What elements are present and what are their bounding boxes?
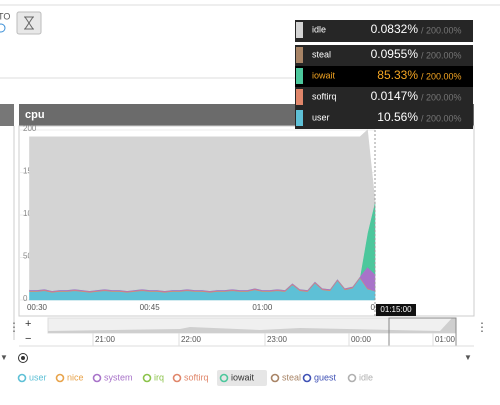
legend-label[interactable]: system	[104, 372, 133, 382]
dropdown[interactable]: ▼	[0, 353, 8, 362]
legend-marker[interactable]	[172, 373, 182, 383]
tooltip-max: / 200.00%	[421, 25, 462, 35]
tooltip-value: 0.0832%	[371, 22, 419, 36]
radio-outer[interactable]	[18, 353, 28, 363]
legend-label[interactable]: softirq	[184, 372, 209, 382]
legend-marker[interactable]	[55, 373, 65, 383]
tooltip-row	[295, 108, 473, 129]
tooltip-max: / 200.00%	[421, 50, 462, 60]
tooltip-name: iowait	[312, 70, 336, 80]
tooltip-row	[295, 20, 473, 42]
legend-marker[interactable]	[270, 373, 280, 383]
tooltip-name: idle	[312, 24, 326, 34]
zoom-in[interactable]: +	[25, 318, 31, 330]
navigator-label: 21:00	[95, 335, 116, 344]
tooltip: idle 0.0832%/ 200.00%steal 0.0955%/ 200.00…	[295, 20, 473, 129]
tooltip-gap	[295, 42, 473, 45]
legend-label[interactable]: guest	[314, 372, 337, 382]
tooltip-name: softirq	[312, 91, 337, 101]
tooltip-name: user	[312, 112, 330, 122]
tooltip-max: / 200.00%	[421, 113, 462, 123]
side-panel	[0, 104, 14, 126]
tooltip-name: steal	[312, 49, 331, 59]
legend-label[interactable]: iowait	[231, 372, 255, 382]
area	[29, 129, 376, 291]
tooltip-row	[295, 87, 473, 108]
x-tick-label: 01:00	[252, 303, 273, 312]
resize-handle[interactable]: ⋮	[476, 320, 488, 334]
y-tick-label: 50	[23, 252, 32, 261]
y-tick-label: 0	[23, 294, 28, 303]
cursor-label: 01:15:00	[380, 305, 412, 314]
legend-marker[interactable]	[347, 373, 357, 383]
hourglass-icon	[24, 16, 34, 30]
legend-marker[interactable]	[219, 373, 229, 383]
dropdown[interactable]: ▼	[464, 353, 472, 362]
swatch	[296, 89, 303, 105]
x-tick-label: 00:45	[140, 303, 161, 312]
y-tick-label: 200	[23, 124, 37, 133]
chart-title: cpu	[25, 109, 45, 121]
legend: user nice system irq softirq iowait steal guest…	[17, 370, 373, 386]
tooltip-row	[295, 66, 473, 87]
swatch	[296, 47, 303, 63]
legend-marker[interactable]	[302, 373, 312, 383]
resize-handle[interactable]: ⋮	[8, 320, 20, 334]
tooltip-row	[295, 45, 473, 66]
tooltip-max: / 200.00%	[421, 71, 462, 81]
radio[interactable]	[0, 23, 6, 33]
legend-highlight	[217, 370, 267, 386]
zoom-out[interactable]: −	[25, 333, 31, 345]
legend-label[interactable]: nice	[67, 372, 84, 382]
partial-label: TO	[0, 11, 10, 21]
tooltip-max: / 200.00%	[421, 92, 462, 102]
swatch	[296, 68, 303, 84]
tooltip-value: 0.0955%	[371, 47, 419, 61]
navigator-label: 22:00	[181, 335, 202, 344]
navigator-labels: 21:00 22:00 23:00 00:00 01:00	[92, 333, 456, 346]
tooltip-value: 85.33%	[377, 68, 418, 82]
tooltip-value: 10.56%	[377, 110, 418, 124]
x-tick-label: 00:30	[27, 303, 48, 312]
navigator-label: 01:00	[435, 335, 456, 344]
legend-marker[interactable]	[92, 373, 102, 383]
navigator-label: 00:00	[351, 335, 372, 344]
navigator-shape	[48, 318, 456, 333]
legend-label[interactable]: idle	[359, 372, 373, 382]
legend-label[interactable]: steal	[282, 372, 301, 382]
legend-marker[interactable]	[142, 373, 152, 383]
swatch	[296, 110, 303, 126]
legend-marker[interactable]	[17, 373, 27, 383]
tooltip-value: 0.0147%	[371, 89, 419, 103]
cursor-label-bg	[376, 304, 416, 316]
legend-label[interactable]: user	[29, 372, 47, 382]
legend-label[interactable]: irq	[154, 372, 164, 382]
radio-dot	[21, 356, 25, 360]
swatch	[296, 22, 303, 38]
navigator-label: 23:00	[267, 335, 288, 344]
